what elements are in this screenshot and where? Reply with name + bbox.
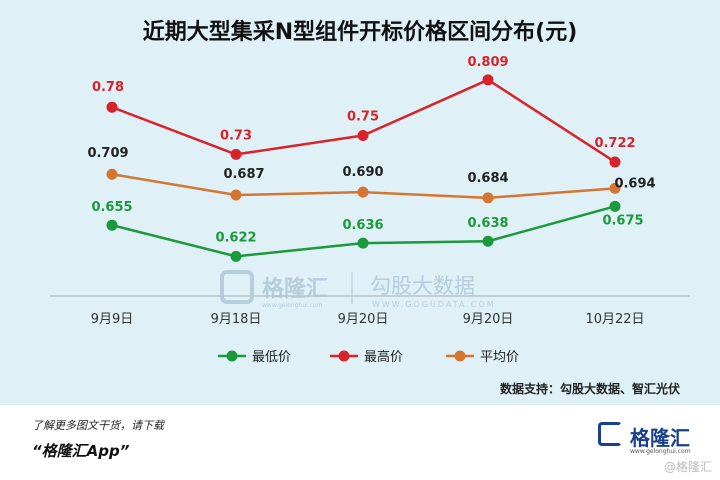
watermark-partner-url: WWW.GOGUDATA.COM <box>372 300 496 309</box>
data-label: 0.722 <box>594 136 635 151</box>
data-label: 0.809 <box>467 55 508 70</box>
data-point <box>230 250 242 262</box>
data-label: 0.687 <box>223 167 264 182</box>
data-point <box>357 186 369 198</box>
promo-line: 了解更多图文干货，请下载 <box>32 419 164 432</box>
data-label: 0.622 <box>215 230 256 245</box>
watermark-brand-url: www.gelonghui.com <box>262 302 323 309</box>
chart-panel <box>0 0 720 405</box>
x-tick-label: 9月18日 <box>211 312 262 327</box>
watermark-brand: 格隆汇 <box>262 276 328 302</box>
data-label: 0.694 <box>614 176 655 191</box>
data-point <box>357 237 369 249</box>
data-label: 0.655 <box>91 200 132 215</box>
data-point <box>230 189 242 201</box>
legend-label: 平均价 <box>480 350 519 365</box>
data-label: 0.690 <box>342 165 383 180</box>
data-point <box>609 156 621 168</box>
data-label: 0.709 <box>87 146 128 161</box>
corner-watermark: @格隆汇 <box>663 460 712 474</box>
watermark-partner: 勾股大数据 <box>370 274 475 298</box>
data-label: 0.675 <box>602 213 643 228</box>
data-point <box>230 148 242 160</box>
data-point <box>357 130 369 142</box>
brand-logo-icon <box>598 422 622 446</box>
legend-label: 最高价 <box>364 349 403 365</box>
x-tick-label: 9月20日 <box>338 312 389 327</box>
data-point <box>106 101 118 113</box>
data-label: 0.75 <box>347 110 379 125</box>
data-label: 0.73 <box>220 128 252 143</box>
brand-logo: 格隆汇 www.gelonghui.com <box>598 420 718 460</box>
source-note: 数据支持：勾股大数据、智汇光伏 <box>499 382 680 396</box>
data-point <box>106 219 118 231</box>
data-label: 0.78 <box>92 80 124 95</box>
data-point <box>482 192 494 204</box>
brand-logo-url: www.gelonghui.com <box>630 448 691 455</box>
x-tick-label: 9月9日 <box>91 312 134 327</box>
x-tick-label: 9月20日 <box>463 312 514 327</box>
watermark-logo-icon <box>220 270 254 304</box>
brand-logo-text: 格隆汇 <box>630 426 690 450</box>
legend-swatch-marker <box>226 350 238 362</box>
data-label: 0.684 <box>467 171 508 186</box>
data-point <box>106 168 118 180</box>
legend-swatch-marker <box>454 350 466 362</box>
data-label: 0.636 <box>342 218 383 233</box>
data-point <box>482 235 494 247</box>
chart-title: 近期大型集采N型组件开标价格区间分布(元) <box>142 20 578 45</box>
legend-label: 最低价 <box>252 350 291 365</box>
data-point <box>482 74 494 86</box>
data-point <box>609 200 621 212</box>
x-tick-label: 10月22日 <box>585 312 644 327</box>
data-label: 0.638 <box>467 216 508 231</box>
promo-app: “格隆汇App” <box>32 442 130 460</box>
legend-swatch-marker <box>338 350 350 362</box>
data-point <box>609 182 621 194</box>
